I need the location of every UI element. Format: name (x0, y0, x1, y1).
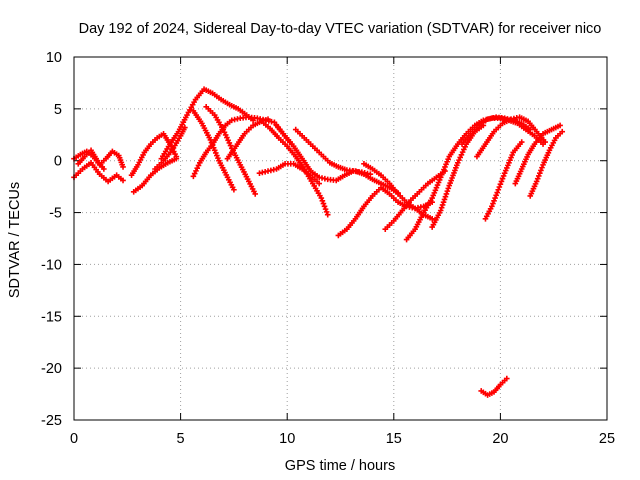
series-track-22 (474, 114, 548, 160)
data-point (442, 193, 449, 200)
series-track-08 (190, 108, 237, 193)
data-point (429, 215, 435, 222)
x-tick-label: 10 (279, 431, 295, 447)
data-point (537, 170, 543, 176)
data-point (518, 139, 525, 145)
data-point (503, 375, 510, 382)
data-point (319, 198, 326, 204)
y-tick-label: 5 (54, 102, 62, 118)
plot-frame (73, 56, 608, 421)
data-point (318, 195, 325, 201)
data-point (535, 173, 542, 179)
data-point (494, 189, 501, 196)
series-track-14 (292, 126, 401, 196)
x-tick-label: 20 (492, 431, 508, 447)
data-point (495, 186, 502, 193)
data-point (489, 203, 495, 210)
data-point (321, 203, 328, 210)
series-track-23 (482, 139, 525, 222)
data-point (440, 199, 447, 205)
data-point (492, 195, 498, 201)
series-track-18 (382, 168, 448, 232)
series-track-24 (512, 122, 563, 187)
series-track-15 (256, 161, 322, 187)
data-point (438, 204, 445, 211)
series-track-17 (361, 161, 435, 222)
data-point (231, 186, 237, 193)
data-point (444, 188, 451, 194)
series-track-02 (71, 159, 126, 185)
y-tick-label: -15 (41, 309, 62, 325)
data-point (534, 175, 541, 182)
data-point (542, 139, 548, 145)
series-track-25 (527, 128, 566, 199)
data-point (496, 184, 503, 190)
y-tick-label: 10 (46, 50, 62, 66)
data-point (497, 181, 504, 188)
series-track-06 (152, 124, 188, 172)
y-tick-label: -5 (49, 206, 62, 222)
data-point (533, 178, 540, 185)
x-tick-label: 0 (70, 431, 78, 447)
x-tick-label: 5 (177, 431, 185, 447)
data-point (439, 202, 446, 208)
data-point (498, 178, 505, 185)
chart-title: Day 192 of 2024, Sidereal Day-to-day VTE… (79, 21, 602, 37)
data-point (559, 128, 566, 135)
data-point (441, 196, 448, 203)
data-point (323, 209, 330, 215)
data-point (557, 122, 563, 129)
y-tick-label: -20 (41, 361, 62, 377)
data-point (491, 198, 497, 204)
series-track-26 (478, 375, 510, 398)
series-track-12 (258, 118, 331, 218)
x-tick-label: 15 (386, 431, 402, 447)
y-tick-label: -25 (41, 413, 62, 429)
data-point (500, 173, 507, 179)
axis-ticks: 0 5 10 15 20 25 10 5 0 -5 -10 -15 -20 -25 (41, 50, 615, 447)
data-point (252, 191, 259, 197)
data-point (120, 164, 126, 170)
x-tick-label: 25 (599, 431, 615, 447)
grid-lines (74, 57, 607, 420)
data-point (265, 116, 271, 123)
data-point (324, 211, 331, 218)
data-point (538, 167, 544, 174)
data-point (443, 191, 450, 197)
data-point (173, 155, 180, 162)
data-point (445, 185, 452, 192)
data-point (101, 166, 107, 172)
data-point (322, 206, 329, 212)
series-track-07 (158, 86, 256, 162)
series-track-05 (130, 155, 180, 195)
series-track-04 (128, 130, 180, 179)
y-tick-label: 0 (54, 154, 62, 170)
series-track-03 (75, 147, 107, 172)
data-point (316, 180, 322, 187)
data-point (320, 200, 327, 207)
data-point (499, 175, 506, 182)
y-axis-label: SDTVAR / TECUs (7, 182, 23, 298)
data-points (71, 86, 566, 398)
x-axis-label: GPS time / hours (285, 458, 395, 474)
y-tick-label: -10 (41, 257, 62, 273)
data-point (490, 200, 496, 207)
data-point (493, 192, 499, 199)
data-point (527, 126, 534, 133)
data-point (120, 177, 126, 184)
data-point (437, 207, 444, 214)
data-point (539, 164, 545, 171)
